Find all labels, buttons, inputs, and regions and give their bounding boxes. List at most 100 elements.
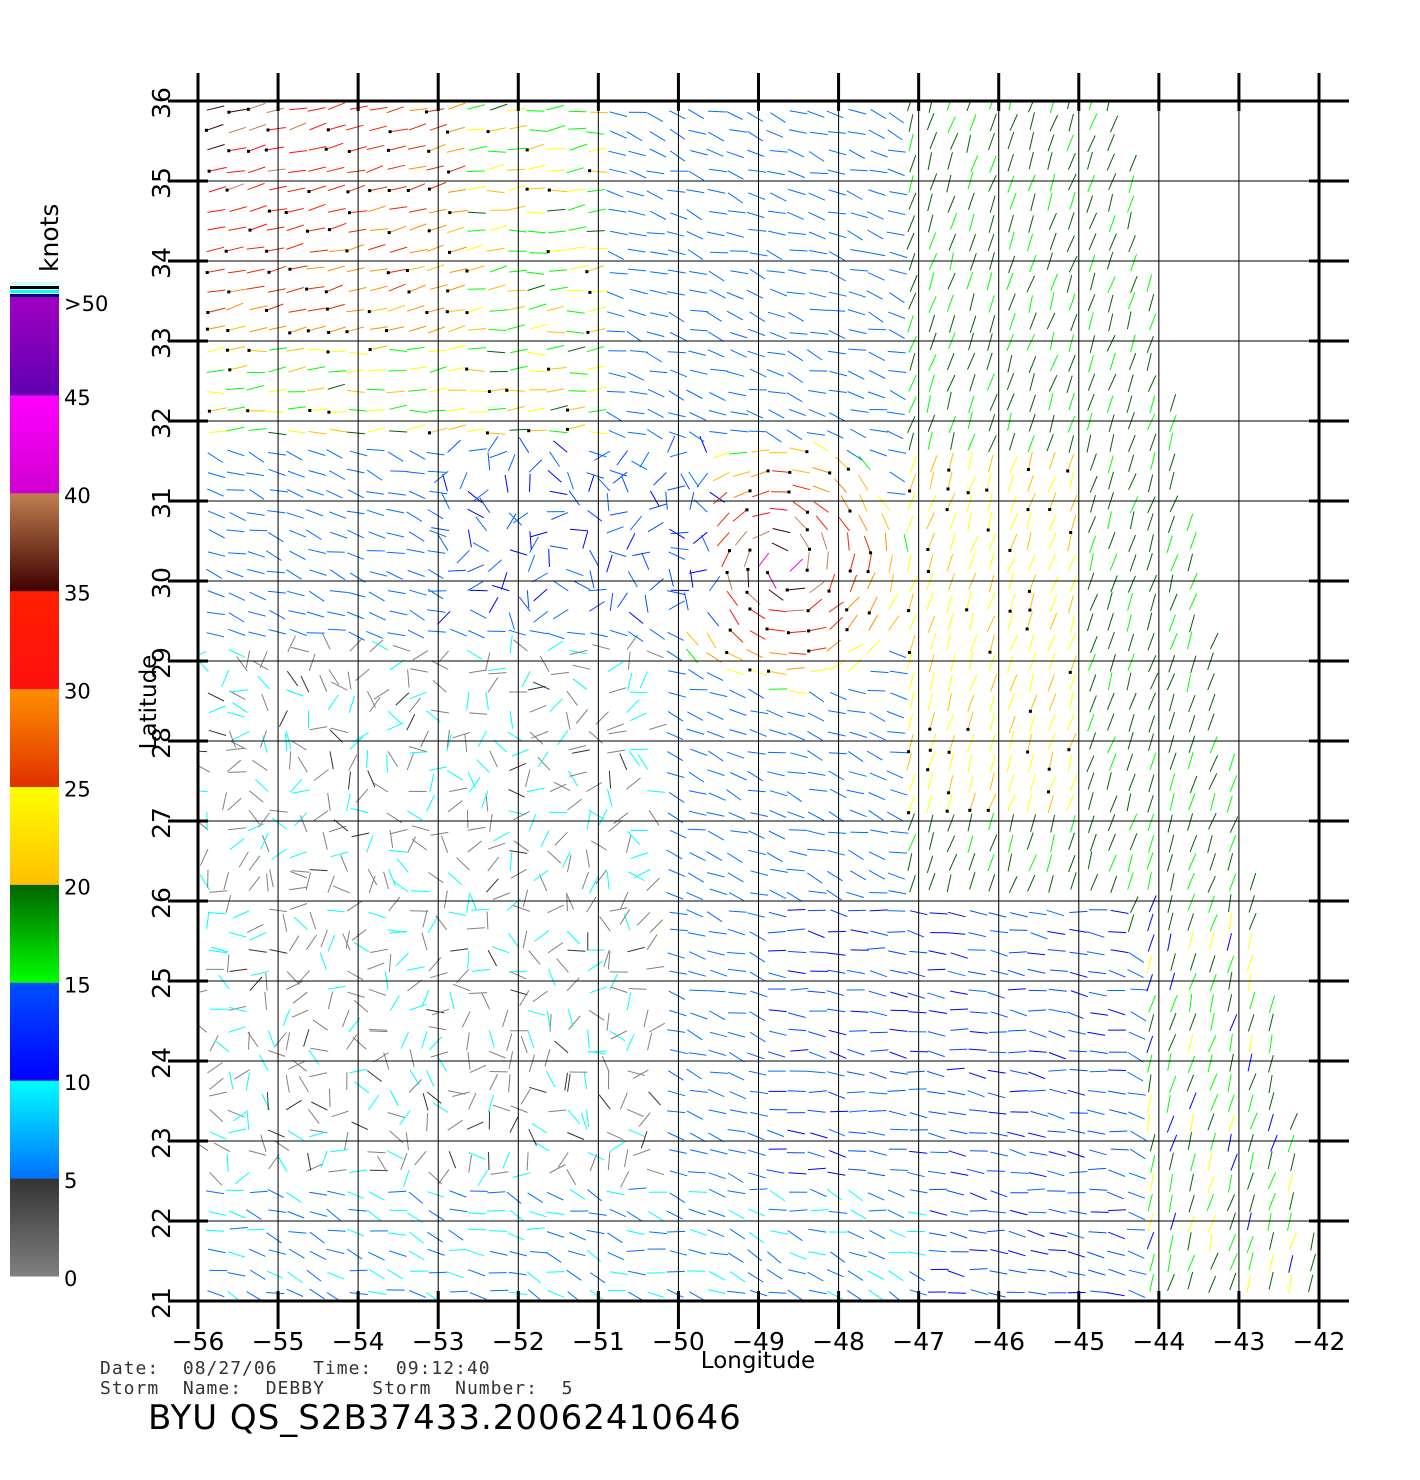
wind-arrow [1148,655,1157,672]
wind-arrow [409,691,427,700]
colorbar-bin-25-30 [10,688,59,787]
wind-arrow [868,328,887,331]
wind-arrow [448,325,466,333]
wind-arrow [366,145,385,150]
wind-arrow [347,991,365,998]
wind-arrow [1048,751,1054,770]
wind-arrow [766,431,782,443]
wind-arrow [1106,1191,1124,1200]
wind-arrow [531,1122,548,1134]
wind-arrow [1150,452,1156,470]
wind-arrow [466,809,469,828]
wind-arrow [886,411,905,416]
wind-arrow [487,559,503,572]
colorbar-bin-40-45 [10,394,59,494]
wind-arrow [727,192,744,204]
wind-arrow [294,812,308,827]
y-tick-label: 35 [147,167,176,199]
x-tick-label: −51 [572,1327,625,1356]
wind-arrow [1149,574,1157,592]
wind-arrow [889,389,906,401]
wind-arrow [807,712,825,722]
wind-arrow [668,551,686,560]
y-tick-label: 26 [147,887,176,919]
footer-storm-info: Storm Name: DEBBY Storm Number: 5 [100,1378,574,1399]
wind-arrow [1128,773,1136,791]
y-tick-label: 36 [147,87,176,119]
rain-flag-marker [907,750,911,754]
wind-arrow [551,512,569,520]
wind-arrow [248,428,267,431]
colorbar-tick-label: 0 [64,1267,77,1291]
wind-arrow [888,1270,904,1282]
wind-arrow [274,1032,287,1047]
wind-arrow [966,592,972,610]
wind-arrow [527,1289,543,1301]
wind-arrow [709,392,726,402]
wind-arrow [328,102,346,110]
wind-arrow [907,1251,926,1256]
wind-arrow [366,691,377,708]
wind-arrow [1108,931,1127,934]
wind-arrow [1210,1094,1219,1112]
wind-arrow [257,675,271,690]
wind-arrow [608,819,623,832]
wind-arrow [427,509,444,520]
wind-arrow [639,451,650,468]
wind-arrow [569,1231,586,1241]
wind-arrow [768,230,786,236]
wind-arrow [386,754,388,773]
wind-arrow [464,733,468,752]
wind-arrow [967,711,974,730]
wind-arrow [1088,212,1098,230]
wind-arrow [287,187,306,193]
wind-arrow [228,226,247,231]
wind-arrow [848,348,867,351]
wind-arrow [507,185,526,192]
wind-arrow [309,1231,325,1244]
wind-arrow [987,592,996,610]
wind-arrow [527,1010,546,1016]
wind-arrow [327,350,347,353]
wind-arrow [248,611,266,617]
wind-arrow [425,1069,435,1087]
wind-arrow [1030,1250,1049,1255]
wind-arrow [848,1131,867,1135]
wind-arrow [245,650,251,669]
wind-arrow [928,654,935,673]
wind-arrow [968,213,975,232]
wind-arrow [909,274,918,292]
wind-arrow [1067,632,1077,650]
wind-arrow [868,851,886,861]
wind-arrow [628,1187,647,1190]
wind-arrow [1149,1253,1155,1272]
wind-arrow [389,348,408,352]
wind-arrow [810,1209,829,1212]
wind-arrow [486,247,505,252]
wind-arrow [1009,593,1016,612]
wind-arrow [707,110,726,113]
colorbar-bin-10-15 [10,982,59,1081]
wind-arrow [689,989,708,992]
wind-arrow [809,308,828,311]
rain-flag-marker [1047,790,1050,794]
wind-arrow [1088,516,1097,533]
wind-arrow [1049,292,1055,311]
wind-arrow [286,287,304,294]
wind-arrow [812,441,829,452]
wind-arrow [489,309,508,312]
wind-arrow [329,590,348,593]
wind-arrow [388,896,401,912]
wind-arrow [228,931,247,938]
wind-arrow [226,246,244,252]
wind-arrow [326,1208,341,1221]
wind-arrow [346,1248,363,1260]
wind-arrow [809,250,828,255]
wind-arrow [1187,553,1194,572]
wind-arrow [926,795,932,813]
wind-arrow [707,188,726,194]
wind-arrow [1129,813,1138,831]
wind-arrow [289,870,307,879]
wind-arrow [533,588,548,602]
wind-arrow [667,1110,686,1114]
